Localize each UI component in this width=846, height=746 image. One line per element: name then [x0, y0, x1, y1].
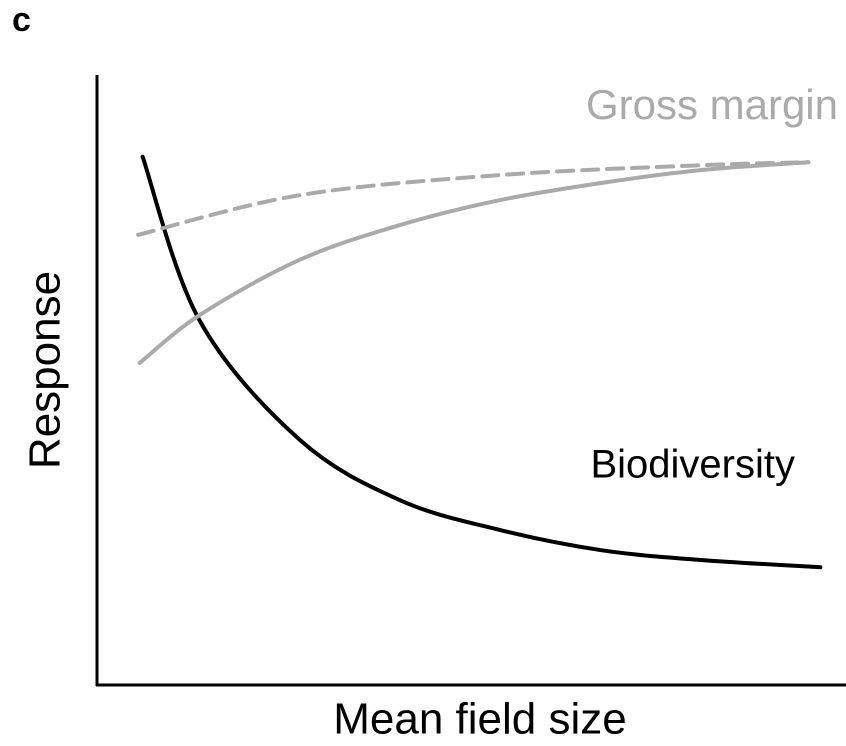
y-axis-label: Response [21, 271, 70, 469]
x-axis-label: Mean field size [333, 695, 626, 744]
line-series [140, 154, 823, 570]
panel-label: c [12, 1, 31, 39]
line-series [137, 160, 811, 365]
annotation: Gross margin [586, 81, 838, 128]
annotation: Biodiversity [590, 443, 795, 487]
line-series [136, 160, 811, 237]
